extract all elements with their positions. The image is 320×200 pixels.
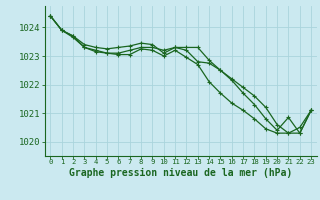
X-axis label: Graphe pression niveau de la mer (hPa): Graphe pression niveau de la mer (hPa) — [69, 168, 292, 178]
